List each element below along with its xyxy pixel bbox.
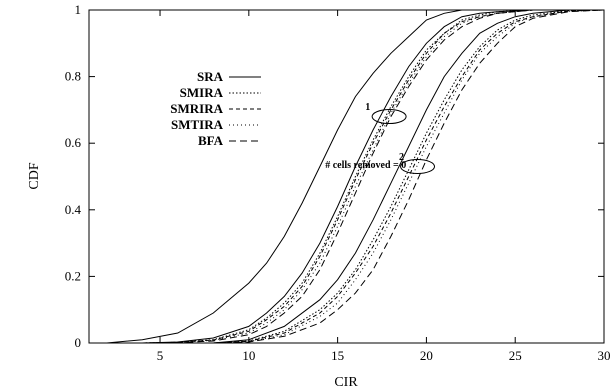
annotation-label: # cells removed = 0 bbox=[325, 160, 406, 171]
annotation-ellipse-1 bbox=[371, 109, 407, 125]
plot-frame bbox=[88, 9, 605, 344]
annotation-layer: # cells removed = 0 1 2 bbox=[325, 102, 436, 175]
legend-entry-smira: SMIRA bbox=[180, 85, 224, 100]
x-tick-label: 20 bbox=[420, 348, 433, 363]
y-tick-label: 0.2 bbox=[65, 268, 81, 283]
x-tick-label: 25 bbox=[509, 348, 522, 363]
y-axis-label: CDF bbox=[27, 162, 42, 189]
y-tick-label: 0.6 bbox=[65, 135, 82, 150]
legend-entry-bfa: BFA bbox=[198, 133, 224, 148]
series-line-smira-group-2 bbox=[213, 9, 605, 344]
series-line-sra-group-1 bbox=[142, 9, 604, 344]
annotation-label: 1 bbox=[365, 102, 370, 113]
tick-layer: 5 10 15 20 25 30 0 0.2 0.4 0.6 0.8 1 bbox=[65, 2, 611, 363]
series-line-smtira-group-1 bbox=[142, 9, 604, 344]
y-tick-label: 0.4 bbox=[65, 202, 82, 217]
y-tick-label: 0.8 bbox=[65, 69, 81, 84]
annotation-label: 2 bbox=[399, 152, 404, 163]
y-tick-label: 1 bbox=[75, 2, 82, 17]
series-line-sra-group-2 bbox=[213, 9, 604, 344]
series-line-smira-group-1 bbox=[142, 9, 604, 344]
series-line-bfa-group-1 bbox=[142, 9, 604, 344]
y-tick-label: 0 bbox=[75, 335, 82, 350]
x-axis-label: CIR bbox=[334, 375, 358, 390]
legend-entry-sra: SRA bbox=[197, 69, 224, 84]
series-layer bbox=[106, 9, 605, 344]
series-line-smrira-group-1 bbox=[142, 9, 604, 344]
x-tick-label: 15 bbox=[331, 348, 344, 363]
legend-entry-smtira: SMTIRA bbox=[171, 117, 224, 132]
series-line-smrira-group-2 bbox=[213, 9, 605, 344]
series-line-bfa-group-2 bbox=[213, 9, 605, 344]
series-line-sra-group-0 bbox=[106, 9, 604, 344]
annotation-ellipse-2 bbox=[400, 159, 436, 175]
x-tick-label: 5 bbox=[157, 348, 164, 363]
legend-entry-smrira: SMRIRA bbox=[170, 101, 223, 116]
x-tick-label: 30 bbox=[598, 348, 611, 363]
x-tick-label: 10 bbox=[242, 348, 255, 363]
